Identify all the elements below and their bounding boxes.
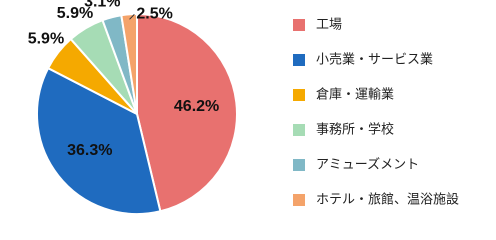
legend-label: アミューズメント <box>316 157 419 173</box>
legend-label: 倉庫・運輸業 <box>316 87 394 103</box>
value-label: 5.9% <box>28 31 64 48</box>
legend-swatch <box>293 19 305 31</box>
legend-label: 小売業・サービス業 <box>316 52 433 68</box>
value-label: 3.1% <box>84 0 120 11</box>
pie-slice <box>120 12 138 115</box>
value-label: 36.3% <box>67 142 112 159</box>
chart: 46.2%36.3%5.9%5.9%3.1%2.5%工場小売業・サービス業倉庫・… <box>28 0 459 215</box>
legend-label: 工場 <box>316 18 342 33</box>
legend-swatch <box>293 159 305 171</box>
value-label: 5.9% <box>57 5 93 22</box>
value-label: 46.2% <box>174 98 219 115</box>
pie-slice <box>36 66 162 215</box>
pie-slice <box>136 12 238 213</box>
legend-swatch <box>293 124 305 136</box>
value-label: 2.5% <box>136 6 172 23</box>
legend-swatch <box>293 89 305 101</box>
legend-swatch <box>293 54 305 66</box>
legend-label: 事務所・学校 <box>316 122 394 138</box>
leader-line <box>129 13 135 20</box>
legend-label: ホテル・旅館、温浴施設 <box>316 192 459 208</box>
legend-swatch <box>293 194 305 206</box>
